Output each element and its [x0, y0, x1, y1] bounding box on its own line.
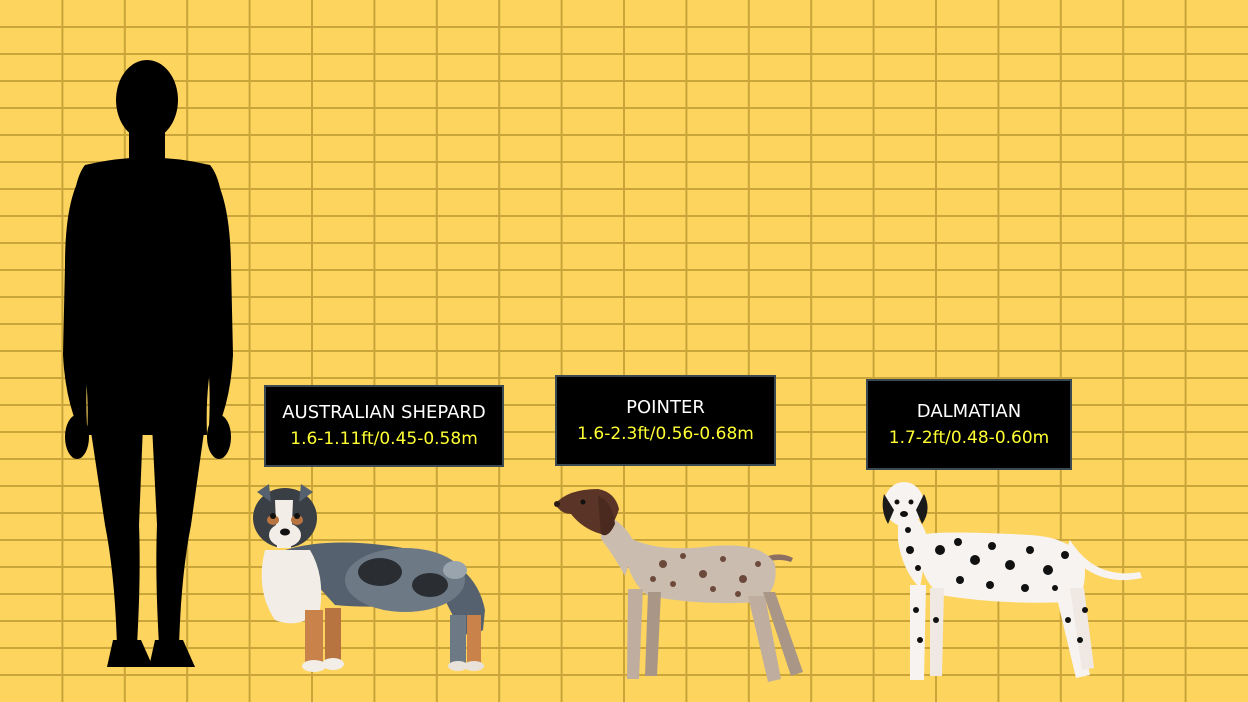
breed-size: 1.7-2ft/0.48-0.60m — [888, 428, 1050, 448]
dog-australian-shepard-icon — [253, 484, 485, 672]
breed-name: DALMATIAN — [916, 401, 1022, 422]
breed-size: 1.6-2.3ft/0.56-0.68m — [577, 424, 754, 444]
dog-dalmatian-icon — [882, 482, 1142, 680]
label-dalmatian: DALMATIAN 1.7-2ft/0.48-0.60m — [866, 379, 1072, 470]
label-pointer: POINTER 1.6-2.3ft/0.56-0.68m — [555, 375, 776, 466]
breed-name: AUSTRALIAN SHEPARD — [282, 402, 486, 423]
dog-pointer-icon — [554, 489, 803, 682]
breed-size: 1.6-1.11ft/0.45-0.58m — [290, 429, 478, 449]
label-australian-shepard: AUSTRALIAN SHEPARD 1.6-1.11ft/0.45-0.58m — [264, 385, 504, 467]
human-silhouette-icon — [63, 60, 233, 667]
breed-name: POINTER — [626, 397, 705, 418]
